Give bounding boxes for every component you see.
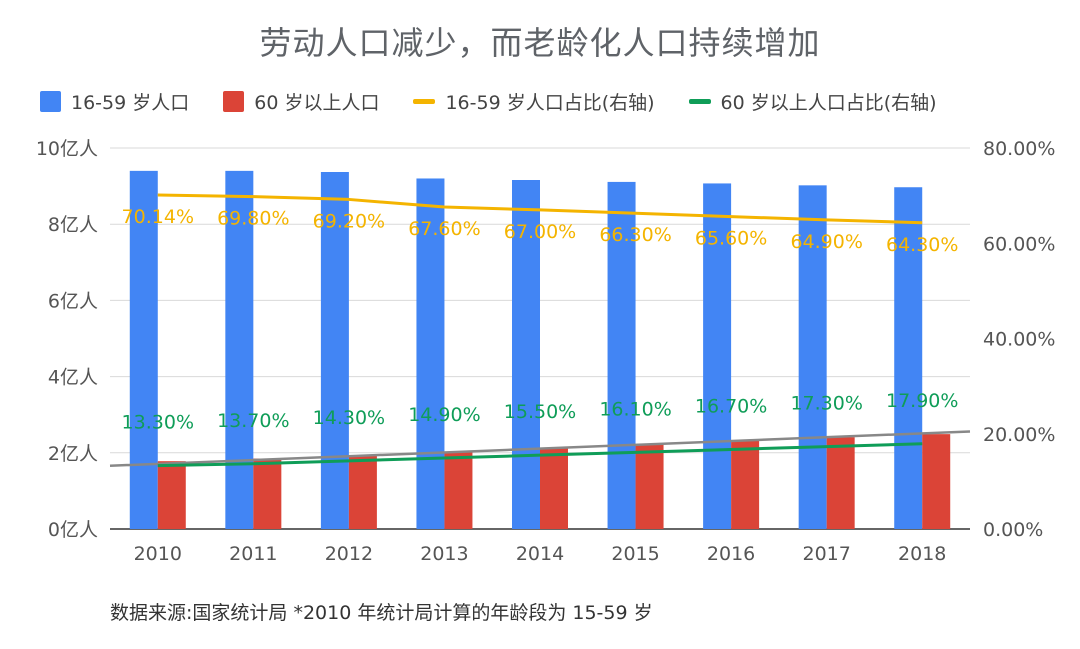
left-axis-tick-label: 10亿人 bbox=[36, 138, 98, 160]
bar-working-age bbox=[607, 181, 636, 529]
legend-item-working-age[interactable]: 16-59 岁人口 bbox=[40, 88, 189, 115]
bar-elderly bbox=[635, 444, 664, 529]
trendline bbox=[109, 430, 971, 468]
bar-working-age bbox=[129, 170, 158, 530]
left-axis-tick-label: 4亿人 bbox=[48, 367, 98, 389]
left-axis-tick-label: 2亿人 bbox=[48, 443, 98, 465]
x-axis-tick-label: 2014 bbox=[516, 543, 564, 565]
data-label-working-age-share: 64.90% bbox=[790, 231, 862, 253]
data-label-working-age-share: 67.00% bbox=[504, 221, 576, 243]
right-axis-tick-label: 40.00% bbox=[983, 329, 1055, 351]
data-label-elderly-share: 17.30% bbox=[790, 393, 862, 415]
data-label-elderly-share: 13.30% bbox=[122, 412, 194, 434]
x-axis-tick-label: 2011 bbox=[229, 543, 277, 565]
bar-elderly bbox=[826, 437, 855, 529]
bar-working-age bbox=[798, 185, 827, 529]
data-label-working-age-share: 69.80% bbox=[217, 208, 289, 230]
line-working-age-share bbox=[157, 193, 923, 225]
bar-working-age bbox=[416, 178, 445, 530]
bar-elderly bbox=[253, 458, 282, 529]
data-label-elderly-share: 16.70% bbox=[695, 395, 767, 417]
data-label-elderly-share: 16.10% bbox=[599, 398, 671, 420]
bar-elderly bbox=[731, 440, 760, 529]
bar-elderly bbox=[348, 455, 377, 529]
bar-working-age bbox=[894, 187, 923, 530]
x-axis-tick-label: 2018 bbox=[898, 543, 946, 565]
legend-swatch-working-age bbox=[40, 90, 61, 112]
legend-label-elderly-share: 60 岁以上人口占比(右轴) bbox=[720, 91, 937, 114]
data-label-elderly-share: 14.90% bbox=[408, 404, 480, 426]
bar-elderly bbox=[157, 461, 186, 529]
data-label-working-age-share: 69.20% bbox=[313, 210, 385, 232]
bar-elderly bbox=[540, 448, 568, 529]
data-label-working-age-share: 64.30% bbox=[886, 234, 958, 256]
data-label-working-age-share: 70.14% bbox=[122, 206, 194, 228]
x-axis-tick-label: 2013 bbox=[420, 543, 468, 565]
data-label-elderly-share: 14.30% bbox=[313, 407, 385, 429]
chart-title: 劳动人口减少，而老龄化人口持续增加 bbox=[259, 24, 821, 62]
legend-label-elderly: 60 岁以上人口 bbox=[254, 91, 380, 114]
bar-elderly bbox=[444, 452, 473, 529]
left-axis-tick-label: 6亿人 bbox=[48, 290, 98, 312]
x-axis-tick-label: 2012 bbox=[325, 543, 373, 565]
line-elderly-share bbox=[157, 442, 923, 468]
legend-swatch-elderly bbox=[223, 90, 245, 112]
legend-item-working-age-share[interactable]: 16-59 岁人口占比(右轴) bbox=[413, 88, 655, 115]
right-axis-tick-label: 20.00% bbox=[983, 424, 1055, 446]
legend-label-working-age: 16-59 岁人口 bbox=[71, 91, 190, 114]
bar-working-age bbox=[225, 170, 254, 530]
data-label-elderly-share: 17.90% bbox=[886, 390, 958, 412]
data-label-working-age-share: 66.30% bbox=[599, 224, 671, 246]
right-axis-tick-label: 60.00% bbox=[983, 233, 1055, 255]
bar-elderly bbox=[922, 434, 951, 529]
x-axis-tick-label: 2015 bbox=[611, 543, 659, 565]
data-label-working-age-share: 65.60% bbox=[695, 228, 767, 250]
x-axis-tick-label: 2010 bbox=[134, 543, 182, 565]
x-axis-tick-label: 2016 bbox=[707, 543, 755, 565]
legend: 16-59 岁人口 60 岁以上人口 16-59 岁人口占比(右轴) 60 岁以… bbox=[40, 86, 971, 116]
data-label-working-age-share: 67.60% bbox=[408, 218, 480, 240]
bar-working-age bbox=[512, 180, 540, 529]
legend-item-elderly[interactable]: 60 岁以上人口 bbox=[223, 88, 379, 115]
legend-swatch-elderly-share bbox=[688, 98, 711, 104]
left-axis-tick-label: 8亿人 bbox=[48, 214, 98, 236]
data-label-elderly-share: 13.70% bbox=[217, 410, 289, 432]
source-footnote: 数据来源:国家统计局 *2010 年统计局计算的年龄段为 15-59 岁 bbox=[110, 602, 653, 624]
left-axis-tick-label: 0亿人 bbox=[48, 519, 98, 541]
right-axis-tick-label: 0.00% bbox=[983, 519, 1043, 541]
x-axis-tick-label: 2017 bbox=[802, 543, 850, 565]
bar-working-age bbox=[320, 172, 349, 530]
legend-label-working-age-share: 16-59 岁人口占比(右轴) bbox=[445, 91, 655, 114]
data-label-elderly-share: 15.50% bbox=[504, 401, 576, 423]
legend-item-elderly-share[interactable]: 60 岁以上人口占比(右轴) bbox=[688, 88, 937, 115]
right-axis-tick-label: 80.00% bbox=[983, 138, 1055, 160]
bar-working-age bbox=[703, 183, 732, 530]
legend-swatch-working-age-share bbox=[413, 98, 436, 104]
